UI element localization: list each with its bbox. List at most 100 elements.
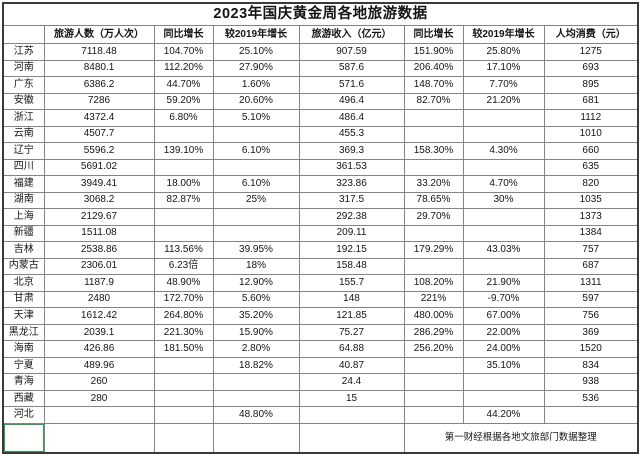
active-cell[interactable] [2, 423, 45, 454]
province-cell[interactable]: 西藏 [2, 389, 45, 408]
data-cell[interactable]: 12.90% [212, 274, 300, 292]
data-cell[interactable]: 148.70% [403, 76, 464, 94]
data-cell[interactable]: 221% [403, 290, 464, 309]
data-cell[interactable] [403, 109, 464, 127]
data-cell[interactable]: 3949.41 [43, 175, 155, 193]
data-cell[interactable]: 496.4 [298, 92, 405, 111]
province-cell[interactable]: 宁夏 [2, 356, 45, 375]
data-cell[interactable]: 260 [43, 373, 155, 391]
data-cell[interactable]: 75.27 [298, 323, 405, 342]
data-cell[interactable]: 24.4 [298, 373, 405, 391]
data-cell[interactable]: 426.86 [43, 340, 155, 358]
province-cell[interactable]: 福建 [2, 175, 45, 193]
data-cell[interactable]: 7286 [43, 92, 155, 111]
data-cell[interactable]: 1112 [543, 109, 639, 127]
data-cell[interactable]: 587.6 [298, 59, 405, 78]
column-header[interactable]: 较2019年增长 [212, 25, 300, 44]
data-cell[interactable] [403, 224, 464, 243]
data-cell[interactable]: 1187.9 [43, 274, 155, 292]
data-cell[interactable] [153, 125, 214, 144]
data-cell[interactable]: 39.95% [212, 241, 300, 259]
data-cell[interactable]: 369.3 [298, 142, 405, 160]
data-cell[interactable]: 59.20% [153, 92, 214, 111]
data-cell[interactable]: 286.29% [403, 323, 464, 342]
province-cell[interactable]: 云南 [2, 125, 45, 144]
data-cell[interactable]: 5596.2 [43, 142, 155, 160]
data-cell[interactable]: 112.20% [153, 59, 214, 78]
data-cell[interactable]: 834 [543, 356, 639, 375]
data-cell[interactable] [403, 389, 464, 408]
province-cell[interactable]: 四川 [2, 158, 45, 177]
data-cell[interactable]: 40.87 [298, 356, 405, 375]
data-cell[interactable]: 4372.4 [43, 109, 155, 127]
data-cell[interactable] [212, 208, 300, 226]
province-cell[interactable]: 吉林 [2, 241, 45, 259]
data-cell[interactable]: 597 [543, 290, 639, 309]
column-header[interactable]: 同比增长 [403, 25, 464, 44]
data-cell[interactable] [153, 158, 214, 177]
data-cell[interactable]: 907.59 [298, 43, 405, 61]
data-cell[interactable]: 139.10% [153, 142, 214, 160]
data-cell[interactable]: 2538.86 [43, 241, 155, 259]
empty-cell[interactable] [153, 423, 214, 454]
province-cell[interactable]: 天津 [2, 307, 45, 325]
data-cell[interactable] [462, 257, 545, 276]
data-cell[interactable]: 571.6 [298, 76, 405, 94]
data-cell[interactable]: 25.80% [462, 43, 545, 61]
data-cell[interactable]: 280 [43, 389, 155, 408]
data-cell[interactable]: 113.56% [153, 241, 214, 259]
data-cell[interactable] [212, 224, 300, 243]
data-cell[interactable]: 1035 [543, 191, 639, 210]
data-cell[interactable]: 489.96 [43, 356, 155, 375]
data-cell[interactable]: 361.53 [298, 158, 405, 177]
data-cell[interactable]: 64.88 [298, 340, 405, 358]
data-cell[interactable]: 369 [543, 323, 639, 342]
data-cell[interactable]: 660 [543, 142, 639, 160]
source-note-cell[interactable]: 第一财经根据各地文旅部门数据整理 [403, 423, 639, 454]
data-cell[interactable]: 20.60% [212, 92, 300, 111]
data-cell[interactable]: 6.10% [212, 142, 300, 160]
data-cell[interactable] [462, 224, 545, 243]
province-cell[interactable]: 江苏 [2, 43, 45, 61]
data-cell[interactable]: 5691.02 [43, 158, 155, 177]
data-cell[interactable]: 30% [462, 191, 545, 210]
column-header[interactable]: 旅游收入（亿元） [298, 25, 405, 44]
data-cell[interactable]: 4.30% [462, 142, 545, 160]
data-cell[interactable]: 1511.08 [43, 224, 155, 243]
data-cell[interactable]: 192.15 [298, 241, 405, 259]
data-cell[interactable]: 21.90% [462, 274, 545, 292]
data-cell[interactable]: 179.29% [403, 241, 464, 259]
province-cell[interactable]: 黑龙江 [2, 323, 45, 342]
data-cell[interactable]: 635 [543, 158, 639, 177]
data-cell[interactable]: 148 [298, 290, 405, 309]
data-cell[interactable]: 108.20% [403, 274, 464, 292]
column-header[interactable]: 同比增长 [153, 25, 214, 44]
data-cell[interactable]: 78.65% [403, 191, 464, 210]
data-cell[interactable] [298, 406, 405, 425]
province-cell[interactable]: 新疆 [2, 224, 45, 243]
province-cell[interactable]: 北京 [2, 274, 45, 292]
data-cell[interactable]: 2129.67 [43, 208, 155, 226]
data-cell[interactable] [212, 158, 300, 177]
data-cell[interactable] [403, 125, 464, 144]
data-cell[interactable] [153, 224, 214, 243]
data-cell[interactable]: 82.70% [403, 92, 464, 111]
data-cell[interactable]: 48.90% [153, 274, 214, 292]
province-cell[interactable]: 浙江 [2, 109, 45, 127]
data-cell[interactable]: 1612.42 [43, 307, 155, 325]
corner-header-cell[interactable] [2, 25, 45, 44]
province-cell[interactable]: 青海 [2, 373, 45, 391]
data-cell[interactable]: 27.90% [212, 59, 300, 78]
data-cell[interactable]: 455.3 [298, 125, 405, 144]
data-cell[interactable]: 18.82% [212, 356, 300, 375]
data-cell[interactable]: 687 [543, 257, 639, 276]
data-cell[interactable]: 757 [543, 241, 639, 259]
province-cell[interactable]: 安徽 [2, 92, 45, 111]
data-cell[interactable]: 480.00% [403, 307, 464, 325]
data-cell[interactable]: 895 [543, 76, 639, 94]
data-cell[interactable]: 323.86 [298, 175, 405, 193]
province-cell[interactable]: 河北 [2, 406, 45, 425]
province-cell[interactable]: 湖南 [2, 191, 45, 210]
data-cell[interactable]: 29.70% [403, 208, 464, 226]
data-cell[interactable]: 2480 [43, 290, 155, 309]
